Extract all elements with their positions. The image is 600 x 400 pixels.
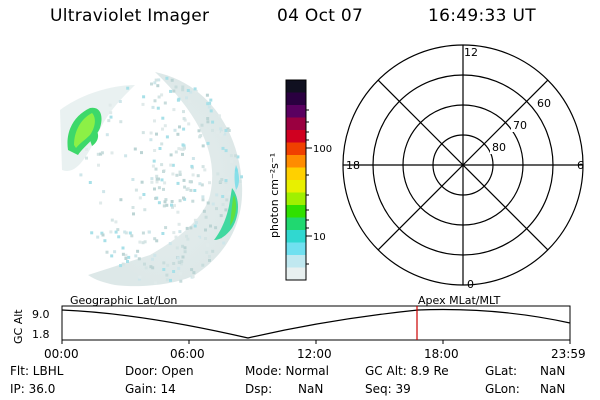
- colorbar-band: [286, 180, 306, 193]
- altitude-timeline: [61, 305, 571, 344]
- colorbar-band: [286, 217, 306, 231]
- apex-label: Apex MLat/MLT: [418, 294, 501, 307]
- timeline-tick-1800: 18:00: [424, 347, 459, 361]
- mlt-label-18: 18: [346, 159, 360, 172]
- glat-label: GLat:: [485, 364, 518, 378]
- lat-label-60: 60: [537, 97, 551, 110]
- gain-info: Gain: 14: [125, 382, 176, 396]
- colorbar-band: [286, 267, 306, 281]
- mlt-label-12: 12: [464, 46, 478, 59]
- colorbar-tick-100: 100: [313, 144, 332, 155]
- date-label: 04 Oct 07: [277, 6, 364, 26]
- colorbar-tick-10: 10: [313, 232, 326, 243]
- timeline-ymax: 9.0: [32, 308, 50, 321]
- app-title: Ultraviolet Imager: [50, 6, 210, 26]
- mlt-label-0: 0: [467, 278, 474, 291]
- colorbar: [286, 80, 306, 281]
- glon-value: NaN: [540, 382, 566, 396]
- colorbar-band: [286, 255, 306, 268]
- colorbar-band: [286, 130, 306, 143]
- glat-value: NaN: [540, 364, 566, 378]
- dsp-value: NaN: [298, 382, 324, 396]
- polar-grid: [342, 44, 584, 286]
- mode-info: Mode: Normal: [245, 364, 329, 378]
- colorbar-band: [286, 192, 306, 206]
- colorbar-band: [286, 142, 306, 156]
- timeline-tick-0000: 00:00: [44, 347, 79, 361]
- time-label: 16:49:33 UT: [428, 6, 536, 26]
- colorbar-band: [286, 117, 306, 131]
- uv-image: [60, 72, 243, 287]
- timeline-ymin: 1.8: [32, 328, 50, 341]
- gc-alt-info: GC Alt: 8.9 Re: [365, 364, 449, 378]
- timeline-tick-1200: 12:00: [297, 347, 332, 361]
- door-info: Door: Open: [125, 364, 194, 378]
- colorbar-band: [286, 105, 306, 118]
- filter-info: Flt: LBHL: [10, 364, 64, 378]
- colorbar-band: [286, 155, 306, 168]
- colorbar-band: [286, 80, 306, 93]
- timeline-tick-0600: 06:00: [170, 347, 205, 361]
- mlt-label-6: 6: [577, 159, 584, 172]
- colorbar-label: photon cm⁻²s⁻¹: [268, 153, 281, 238]
- colorbar-band: [286, 92, 306, 106]
- geographic-label: Geographic Lat/Lon: [70, 294, 177, 307]
- colorbar-band: [286, 230, 306, 243]
- colorbar-band: [286, 242, 306, 256]
- colorbar-band: [286, 205, 306, 218]
- lat-label-70: 70: [513, 119, 527, 132]
- dsp-label: Dsp:: [245, 382, 273, 396]
- seq-info: Seq: 39: [365, 382, 411, 396]
- lat-label-80: 80: [492, 141, 506, 154]
- glon-label: GLon:: [485, 382, 520, 396]
- timeline-tick-2359: 23:59: [551, 347, 586, 361]
- colorbar-band: [286, 167, 306, 181]
- timeline-ylabel: GC Alt: [12, 309, 25, 344]
- ip-info: IP: 36.0: [10, 382, 56, 396]
